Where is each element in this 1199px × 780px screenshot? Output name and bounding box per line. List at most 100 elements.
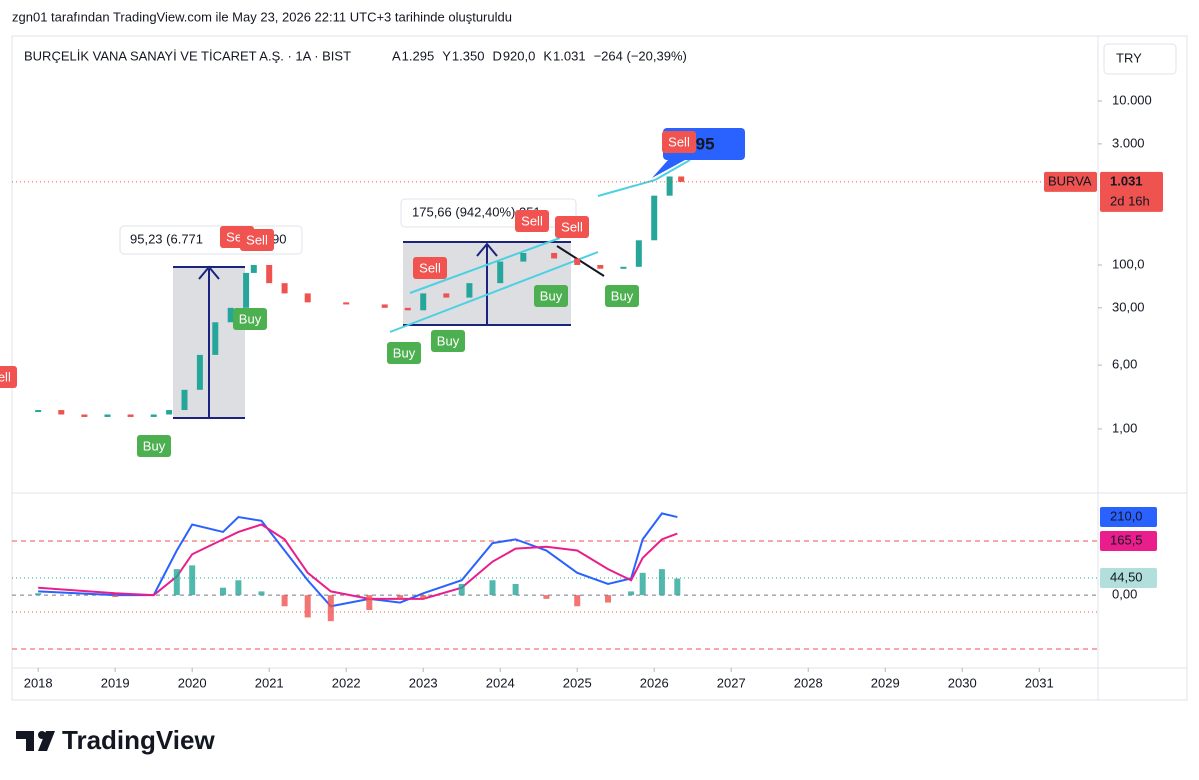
histogram-bar: [458, 583, 465, 596]
y-tick-label: 10.000: [1112, 92, 1152, 107]
signal-badge: Sell: [413, 257, 447, 279]
candle: [343, 302, 350, 305]
trend-line: [597, 179, 656, 197]
badge-label: Buy: [239, 311, 262, 326]
currency[interactable]: TRY: [1116, 50, 1142, 65]
histogram-bar: [543, 595, 550, 599]
badge-label: Sell: [668, 134, 690, 149]
drawings: [12, 159, 1098, 650]
histogram-bar: [512, 583, 519, 596]
x-tick-label: 2029: [871, 675, 900, 690]
annotation: 95,23 (6.771: [130, 231, 203, 246]
signal-badge: Sell: [240, 229, 274, 251]
value-tag-label: 44,50: [1110, 569, 1143, 584]
badge-label: Buy: [540, 288, 563, 303]
histogram-bar: [235, 580, 242, 596]
candle: [81, 414, 88, 417]
x-tick-label: 2027: [717, 675, 746, 690]
arrow-head: [476, 242, 498, 257]
signal-badge: Buy: [233, 308, 267, 330]
value-tag: [1100, 568, 1157, 588]
candle: [635, 240, 642, 267]
candle: [250, 264, 257, 273]
badge-label: Buy: [143, 438, 166, 453]
trend-line: [389, 251, 599, 333]
candle: [651, 195, 658, 241]
histogram-bar: [639, 572, 646, 596]
candle: [58, 410, 65, 415]
signal-badge: Buy: [605, 285, 639, 307]
histogram-bar: [658, 569, 665, 596]
ohlc-key: D: [492, 48, 501, 63]
candle: [266, 264, 273, 284]
histogram-bar: [605, 595, 612, 603]
ohlc: A 1.295 Y 1.350 D 920,0 K 1.031 −264 (−20,39%): [392, 48, 687, 63]
badge-box: [233, 308, 267, 330]
badge-box: [387, 342, 421, 364]
annotation: 175,66 (942,40%) 351: [412, 204, 541, 219]
signal-badge: Buy: [387, 342, 421, 364]
histogram-bar: [189, 565, 196, 596]
signal-badge: Sell: [662, 131, 696, 153]
x-tick-label: 2023: [409, 675, 438, 690]
badge-box: [662, 131, 696, 153]
trend-line: [654, 159, 691, 181]
y-tick-label: 0,00: [1112, 587, 1137, 602]
trend-line: [556, 245, 605, 277]
candle: [212, 322, 219, 355]
histogram-bar: [173, 569, 180, 596]
histogram-bar: [112, 595, 119, 597]
candle: [381, 304, 388, 308]
candle: [574, 258, 581, 265]
x-tick-label: 2022: [332, 675, 361, 690]
badge-label: Buy: [437, 333, 460, 348]
candle: [551, 252, 558, 259]
ohlc-key: A: [392, 48, 401, 63]
value-tag-label: 165,5: [1110, 532, 1143, 547]
candle: [466, 283, 473, 298]
badge-box: [431, 330, 465, 352]
tag-box: [1100, 171, 1163, 212]
badge-box: [240, 229, 274, 251]
ohlc-value: 1.031: [553, 48, 586, 63]
badge-box: [555, 216, 589, 238]
logo-text: TradingView: [62, 725, 215, 755]
candle: [620, 266, 627, 269]
x-tick-label: 2028: [794, 675, 823, 690]
ohlc-value: 1.295: [402, 48, 435, 63]
indicator-line: [38, 512, 678, 608]
histogram-bar: [574, 595, 581, 607]
badge-box: [137, 435, 171, 457]
badge-label: Buy: [393, 345, 416, 360]
badge-box: [605, 285, 639, 307]
currency-button[interactable]: [1103, 43, 1177, 75]
candle: [281, 283, 288, 294]
candle: [104, 414, 111, 417]
annotation: 90: [272, 231, 286, 246]
candle: [304, 293, 311, 303]
x-tick-label: 2018: [24, 675, 53, 690]
logo-dot: [38, 731, 46, 739]
histogram-bar: [258, 591, 265, 596]
badge-box: [413, 257, 447, 279]
candle: [420, 293, 427, 311]
candle: [35, 410, 42, 413]
badge-label: Sell: [246, 232, 268, 247]
signal-badge: Buy: [431, 330, 465, 352]
histogram-bar: [304, 595, 311, 618]
histogram-bar: [674, 578, 681, 596]
badge-box: [515, 210, 549, 232]
attribution: zgn01 tarafından TradingView.com ile May…: [12, 9, 512, 24]
y-tick-label: 3.000: [1112, 135, 1145, 150]
histogram-bar: [489, 580, 496, 596]
signal-badge: Buy: [137, 435, 171, 457]
tag-ticker: BURVA: [1048, 173, 1092, 188]
y-tick-label: 1,00: [1112, 420, 1137, 435]
value-tag: [1100, 507, 1157, 527]
candle: [597, 264, 604, 269]
ohlc-key: Y: [442, 48, 451, 63]
trend-line: [409, 237, 561, 294]
badge-label: Sell: [561, 219, 583, 234]
candle: [666, 176, 673, 196]
